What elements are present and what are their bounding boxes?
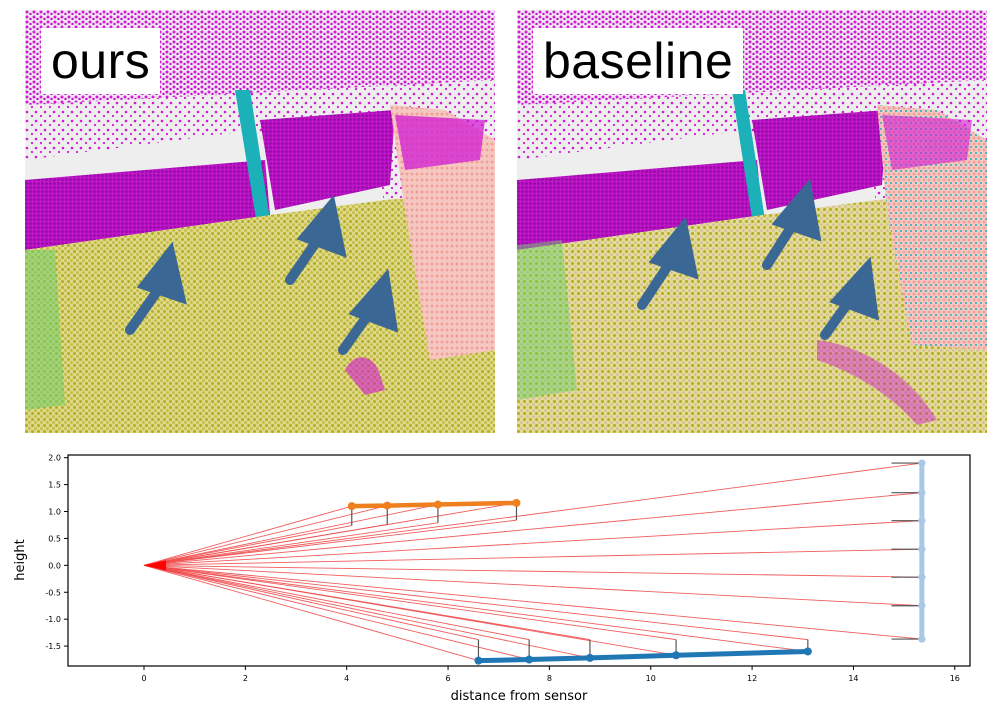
sensor-marker (144, 560, 167, 571)
pole-points (235, 90, 270, 225)
lower-wall-points-right (752, 110, 887, 210)
lower-surface-point (672, 651, 681, 660)
door-frame-points (882, 115, 972, 170)
far-wall-point (918, 517, 926, 525)
plant-points (517, 240, 577, 400)
sensor-ray (144, 548, 922, 566)
x-tick-label: 4 (344, 674, 349, 683)
ours-pointcloud-panel: ours (25, 10, 495, 433)
upper-surface-point (383, 501, 392, 510)
x-tick-label: 0 (141, 674, 146, 683)
pole-points (732, 90, 765, 225)
x-tick-label: 12 (747, 674, 757, 683)
x-tick-label: 2 (243, 674, 248, 683)
floor-points (517, 190, 987, 433)
far-wall-point (918, 545, 926, 553)
plot-frame (67, 454, 971, 667)
ray-geometry-plot: 0 2 4 6 8 10 12 14 16 2.0 1.5 1.0 0.5 0.0 -0.5 -1.0 -1.… (13, 454, 971, 704)
baseline-label: baseline (533, 28, 744, 94)
sensor-ray (143, 504, 439, 566)
sensor-ray (143, 462, 922, 566)
y-tick-label: 2.0 (48, 454, 61, 463)
y-tick-label: -1.5 (45, 642, 61, 651)
y-tick-label: 0.0 (48, 561, 61, 570)
y-tick-label: 0.5 (48, 534, 61, 543)
sensor-ray (143, 564, 591, 641)
arrow-icon (285, 194, 347, 285)
far-wall-point (918, 602, 926, 610)
x-tick-label: 8 (547, 674, 552, 683)
arrow-group-ours (125, 194, 399, 355)
upper-surface-point (347, 502, 356, 511)
sensor-ray (143, 564, 922, 607)
upper-surface-point (512, 498, 521, 507)
sensor-ray (143, 564, 591, 659)
sensor-ray (143, 492, 922, 566)
y-axis-ticks: 2.0 1.5 1.0 0.5 0.0 -0.5 -1.0 -1.5 (45, 454, 68, 651)
y-tick-label: -0.5 (45, 588, 61, 597)
y-tick-label: -1.0 (45, 615, 61, 624)
sensor-ray (143, 525, 352, 566)
baseline-pointcloud-image (517, 10, 987, 433)
plant-points (25, 250, 65, 410)
arrow-icon (125, 241, 187, 335)
arrow-icon (338, 268, 399, 355)
sensor-ray (143, 564, 479, 641)
upper-surface-line (349, 500, 519, 509)
arrow-icon (820, 256, 880, 340)
door-frame-points (395, 115, 485, 170)
x-tick-label: 16 (950, 674, 960, 683)
sensor-rays (143, 462, 922, 662)
lower-surface-point (525, 655, 534, 664)
floor-object-points (345, 357, 385, 395)
baseline-pointcloud-panel: baseline (517, 10, 987, 433)
data-series (347, 459, 926, 665)
far-wall-point (918, 459, 926, 467)
x-tick-label: 14 (848, 674, 858, 683)
ours-pointcloud-image (25, 10, 495, 433)
sensor-ray (143, 564, 922, 640)
x-tick-label: 6 (446, 674, 451, 683)
lower-wall-points-left (25, 160, 270, 250)
sensor-ray (143, 564, 808, 641)
far-wall-point (918, 573, 926, 581)
y-tick-label: 1.0 (48, 508, 61, 517)
sensor-ray (143, 564, 808, 652)
sensor-ray (144, 564, 922, 578)
y-axis-label: height (13, 539, 28, 580)
lower-wall-points-left (517, 160, 762, 250)
lower-surface-point (803, 647, 812, 656)
lower-surface-point (474, 656, 483, 665)
ours-label: ours (41, 28, 161, 94)
sensor-ray (143, 564, 479, 662)
arrow-icon (637, 216, 699, 310)
sensor-ray (143, 505, 388, 566)
door-points (390, 105, 495, 360)
floor-object-points (817, 340, 937, 425)
lower-surface-point (585, 653, 594, 662)
sensor-ray (143, 564, 677, 641)
far-wall-point (918, 635, 926, 643)
lower-wall-points-right (260, 110, 395, 210)
sensor-ray (143, 523, 388, 566)
x-tick-label: 10 (646, 674, 656, 683)
upper-surface-point (433, 500, 442, 509)
far-wall-point (918, 489, 926, 497)
sensor-ray (143, 519, 517, 566)
sensor-ray (143, 564, 530, 641)
x-axis-label: distance from sensor (451, 689, 588, 704)
sensor-ray (143, 522, 438, 566)
sensor-ray (143, 564, 530, 660)
y-tick-label: 1.5 (48, 481, 61, 490)
sensor-ray (143, 520, 922, 566)
arrow-icon (762, 178, 822, 270)
sensor-ray (143, 505, 352, 566)
x-axis-ticks: 0 2 4 6 8 10 12 14 16 (141, 666, 960, 683)
arrow-group-baseline (637, 178, 880, 340)
